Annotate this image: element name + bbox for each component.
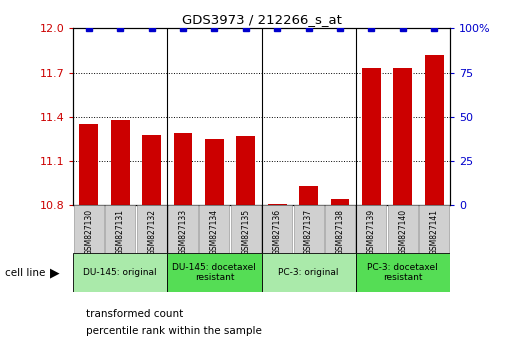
Text: percentile rank within the sample: percentile rank within the sample: [86, 326, 262, 336]
Text: GSM827139: GSM827139: [367, 209, 376, 255]
Text: GSM827141: GSM827141: [429, 209, 439, 255]
FancyBboxPatch shape: [168, 205, 198, 253]
FancyBboxPatch shape: [356, 205, 386, 253]
FancyBboxPatch shape: [419, 205, 449, 253]
Text: GSM827130: GSM827130: [84, 209, 94, 255]
Text: ▶: ▶: [50, 267, 60, 280]
FancyBboxPatch shape: [73, 253, 167, 292]
Text: GSM827134: GSM827134: [210, 209, 219, 255]
Bar: [236, 136, 255, 205]
Text: PC-3: docetaxel
resistant: PC-3: docetaxel resistant: [367, 263, 438, 282]
Bar: [393, 68, 412, 205]
Bar: [299, 186, 318, 205]
Text: GSM827133: GSM827133: [178, 209, 188, 255]
FancyBboxPatch shape: [262, 253, 356, 292]
FancyBboxPatch shape: [231, 205, 261, 253]
Text: transformed count: transformed count: [86, 309, 184, 319]
Text: DU-145: docetaxel
resistant: DU-145: docetaxel resistant: [173, 263, 256, 282]
Text: GSM827135: GSM827135: [241, 209, 251, 255]
Text: PC-3: original: PC-3: original: [278, 268, 339, 277]
Bar: [331, 199, 349, 205]
FancyBboxPatch shape: [167, 253, 262, 292]
FancyBboxPatch shape: [137, 205, 167, 253]
Bar: [362, 68, 381, 205]
Text: GSM827137: GSM827137: [304, 209, 313, 255]
Bar: [111, 120, 130, 205]
Text: GSM827140: GSM827140: [398, 209, 407, 255]
Text: DU-145: original: DU-145: original: [84, 268, 157, 277]
Bar: [205, 139, 224, 205]
FancyBboxPatch shape: [199, 205, 230, 253]
FancyBboxPatch shape: [293, 205, 324, 253]
Text: GSM827132: GSM827132: [147, 209, 156, 255]
FancyBboxPatch shape: [356, 253, 450, 292]
FancyBboxPatch shape: [105, 205, 135, 253]
FancyBboxPatch shape: [262, 205, 292, 253]
Text: GSM827131: GSM827131: [116, 209, 125, 255]
Text: GSM827138: GSM827138: [335, 209, 345, 255]
Bar: [79, 124, 98, 205]
FancyBboxPatch shape: [74, 205, 104, 253]
FancyBboxPatch shape: [388, 205, 418, 253]
Bar: [425, 55, 444, 205]
Title: GDS3973 / 212266_s_at: GDS3973 / 212266_s_at: [181, 13, 342, 26]
Text: cell line: cell line: [5, 268, 46, 278]
Bar: [174, 133, 192, 205]
Bar: [268, 204, 287, 205]
Bar: [142, 135, 161, 205]
Text: GSM827136: GSM827136: [272, 209, 282, 255]
FancyBboxPatch shape: [325, 205, 355, 253]
